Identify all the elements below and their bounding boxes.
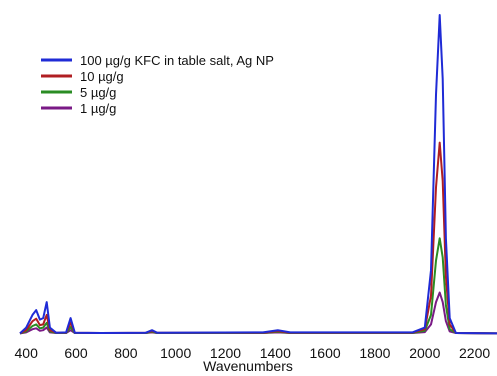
legend-label-3: 5 µg/g [80,85,116,100]
x-tick-label: 800 [114,345,138,361]
x-axis-ticks: 400 600 800 1000 1200 1400 1600 1800 2000 2200 [15,345,491,361]
x-tick-label: 600 [64,345,88,361]
series-layer [19,14,497,335]
legend-label-1: 100 µg/g KFC in table salt, Ag NP [80,53,274,68]
x-tick-label: 1200 [210,345,241,361]
legend-label-2: 10 µg/g [80,69,124,84]
x-tick-label: 1600 [310,345,341,361]
x-tick-label: 1400 [260,345,291,361]
x-axis-title: Wavenumbers [203,358,293,374]
series-line-1 [19,14,497,335]
x-tick-label: 2000 [409,345,440,361]
series-line-2 [19,141,497,335]
x-tick-label: 400 [15,345,39,361]
legend-label-4: 1 µg/g [80,101,116,116]
x-tick-label: 1000 [160,345,191,361]
x-tick-label: 1800 [359,345,390,361]
x-tick-label: 2200 [459,345,490,361]
